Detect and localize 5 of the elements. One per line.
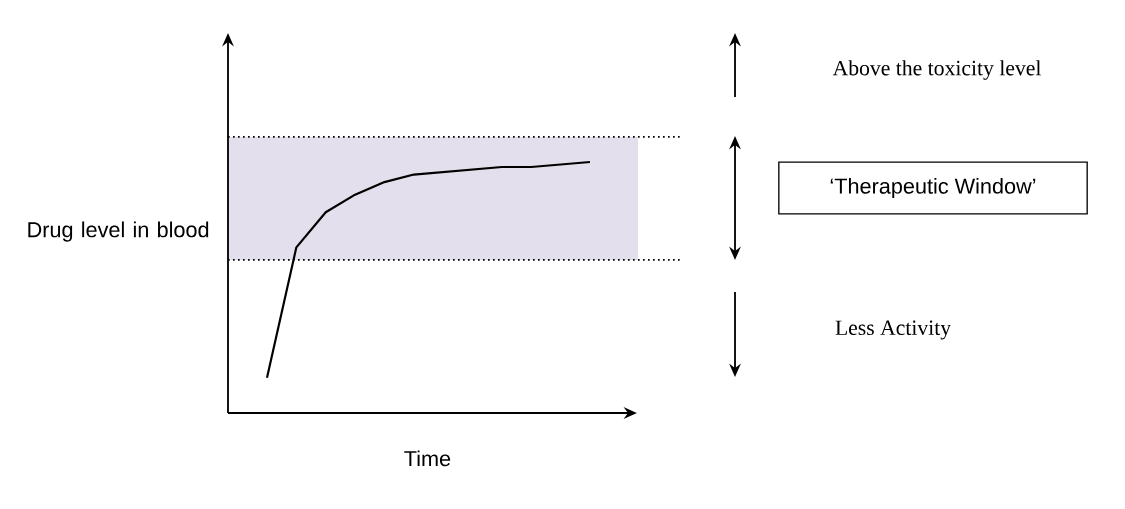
text: Above the toxicity level: [832, 60, 1042, 80]
text: Less Activity: [835, 320, 951, 340]
text: ‘Therapeutic Window’: [830, 177, 1036, 199]
x-axis-title: Time: [404, 450, 451, 467]
y-axis-title: Drug level in blood: [28, 221, 209, 242]
